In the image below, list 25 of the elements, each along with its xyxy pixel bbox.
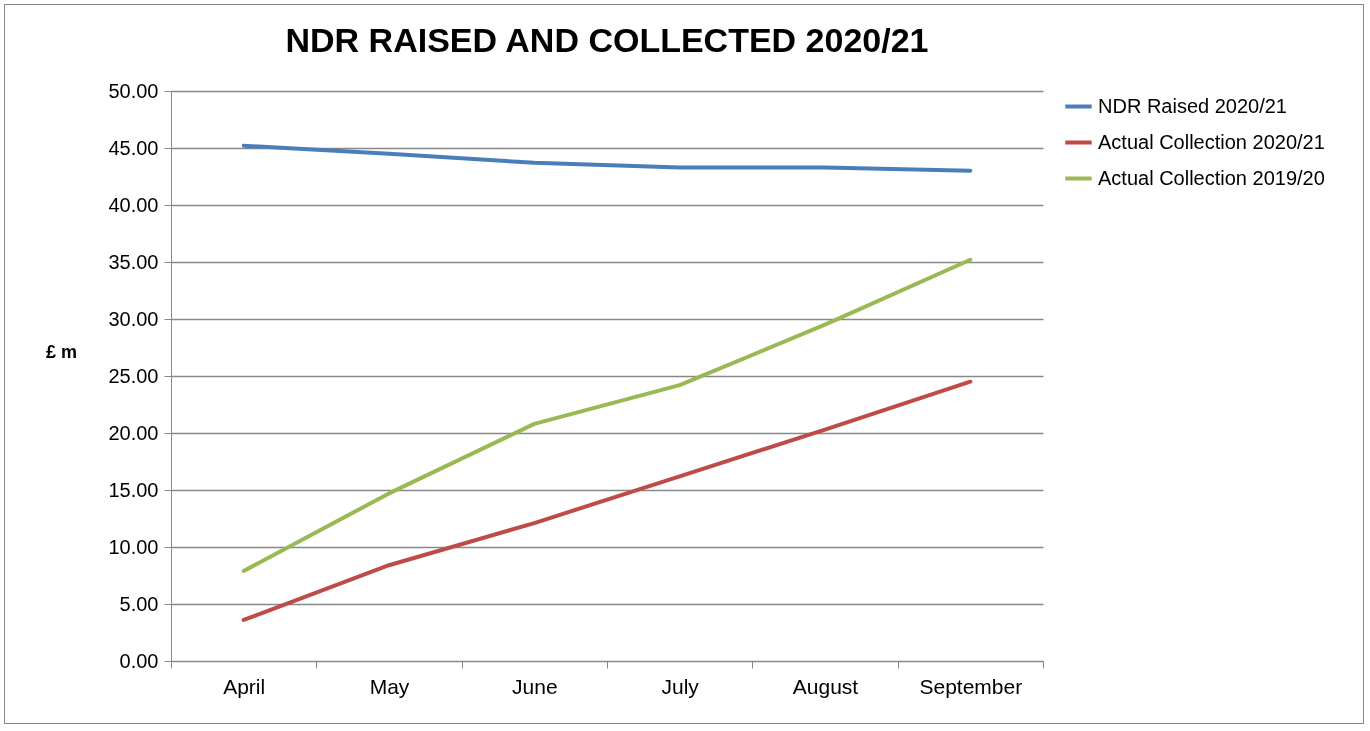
y-tick-label: 20.00 — [108, 421, 159, 444]
y-tick-label: 0.00 — [119, 649, 159, 672]
legend-label: Actual Collection 2020/21 — [1098, 130, 1325, 153]
y-tick-label: 25.00 — [108, 364, 159, 387]
y-tick-label: 10.00 — [108, 535, 159, 558]
x-tick-label: April — [223, 674, 266, 698]
x-tick-label: May — [369, 674, 410, 698]
y-tick-label: 50.00 — [108, 79, 159, 102]
x-tick-label: June — [512, 674, 558, 698]
y-tick-label: 30.00 — [108, 307, 159, 330]
x-tick-label: September — [919, 674, 1023, 698]
legend-label: Actual Collection 2019/20 — [1098, 166, 1325, 189]
y-axis-title: £ m — [45, 341, 78, 362]
x-tick-label: August — [792, 674, 859, 698]
legend-label: NDR Raised 2020/21 — [1098, 94, 1287, 117]
y-tick-label: 15.00 — [108, 478, 159, 501]
y-tick-label: 45.00 — [108, 136, 159, 159]
line-series — [241, 379, 973, 622]
chart-title: NDR RAISED AND COLLECTED 2020/21 — [285, 21, 929, 59]
y-tick-label: 35.00 — [108, 250, 159, 273]
line-series — [241, 257, 973, 573]
y-tick-label: 40.00 — [108, 193, 159, 216]
y-tick-label: 5.00 — [119, 592, 159, 615]
x-tick-label: July — [661, 674, 700, 698]
line-series — [241, 143, 973, 173]
